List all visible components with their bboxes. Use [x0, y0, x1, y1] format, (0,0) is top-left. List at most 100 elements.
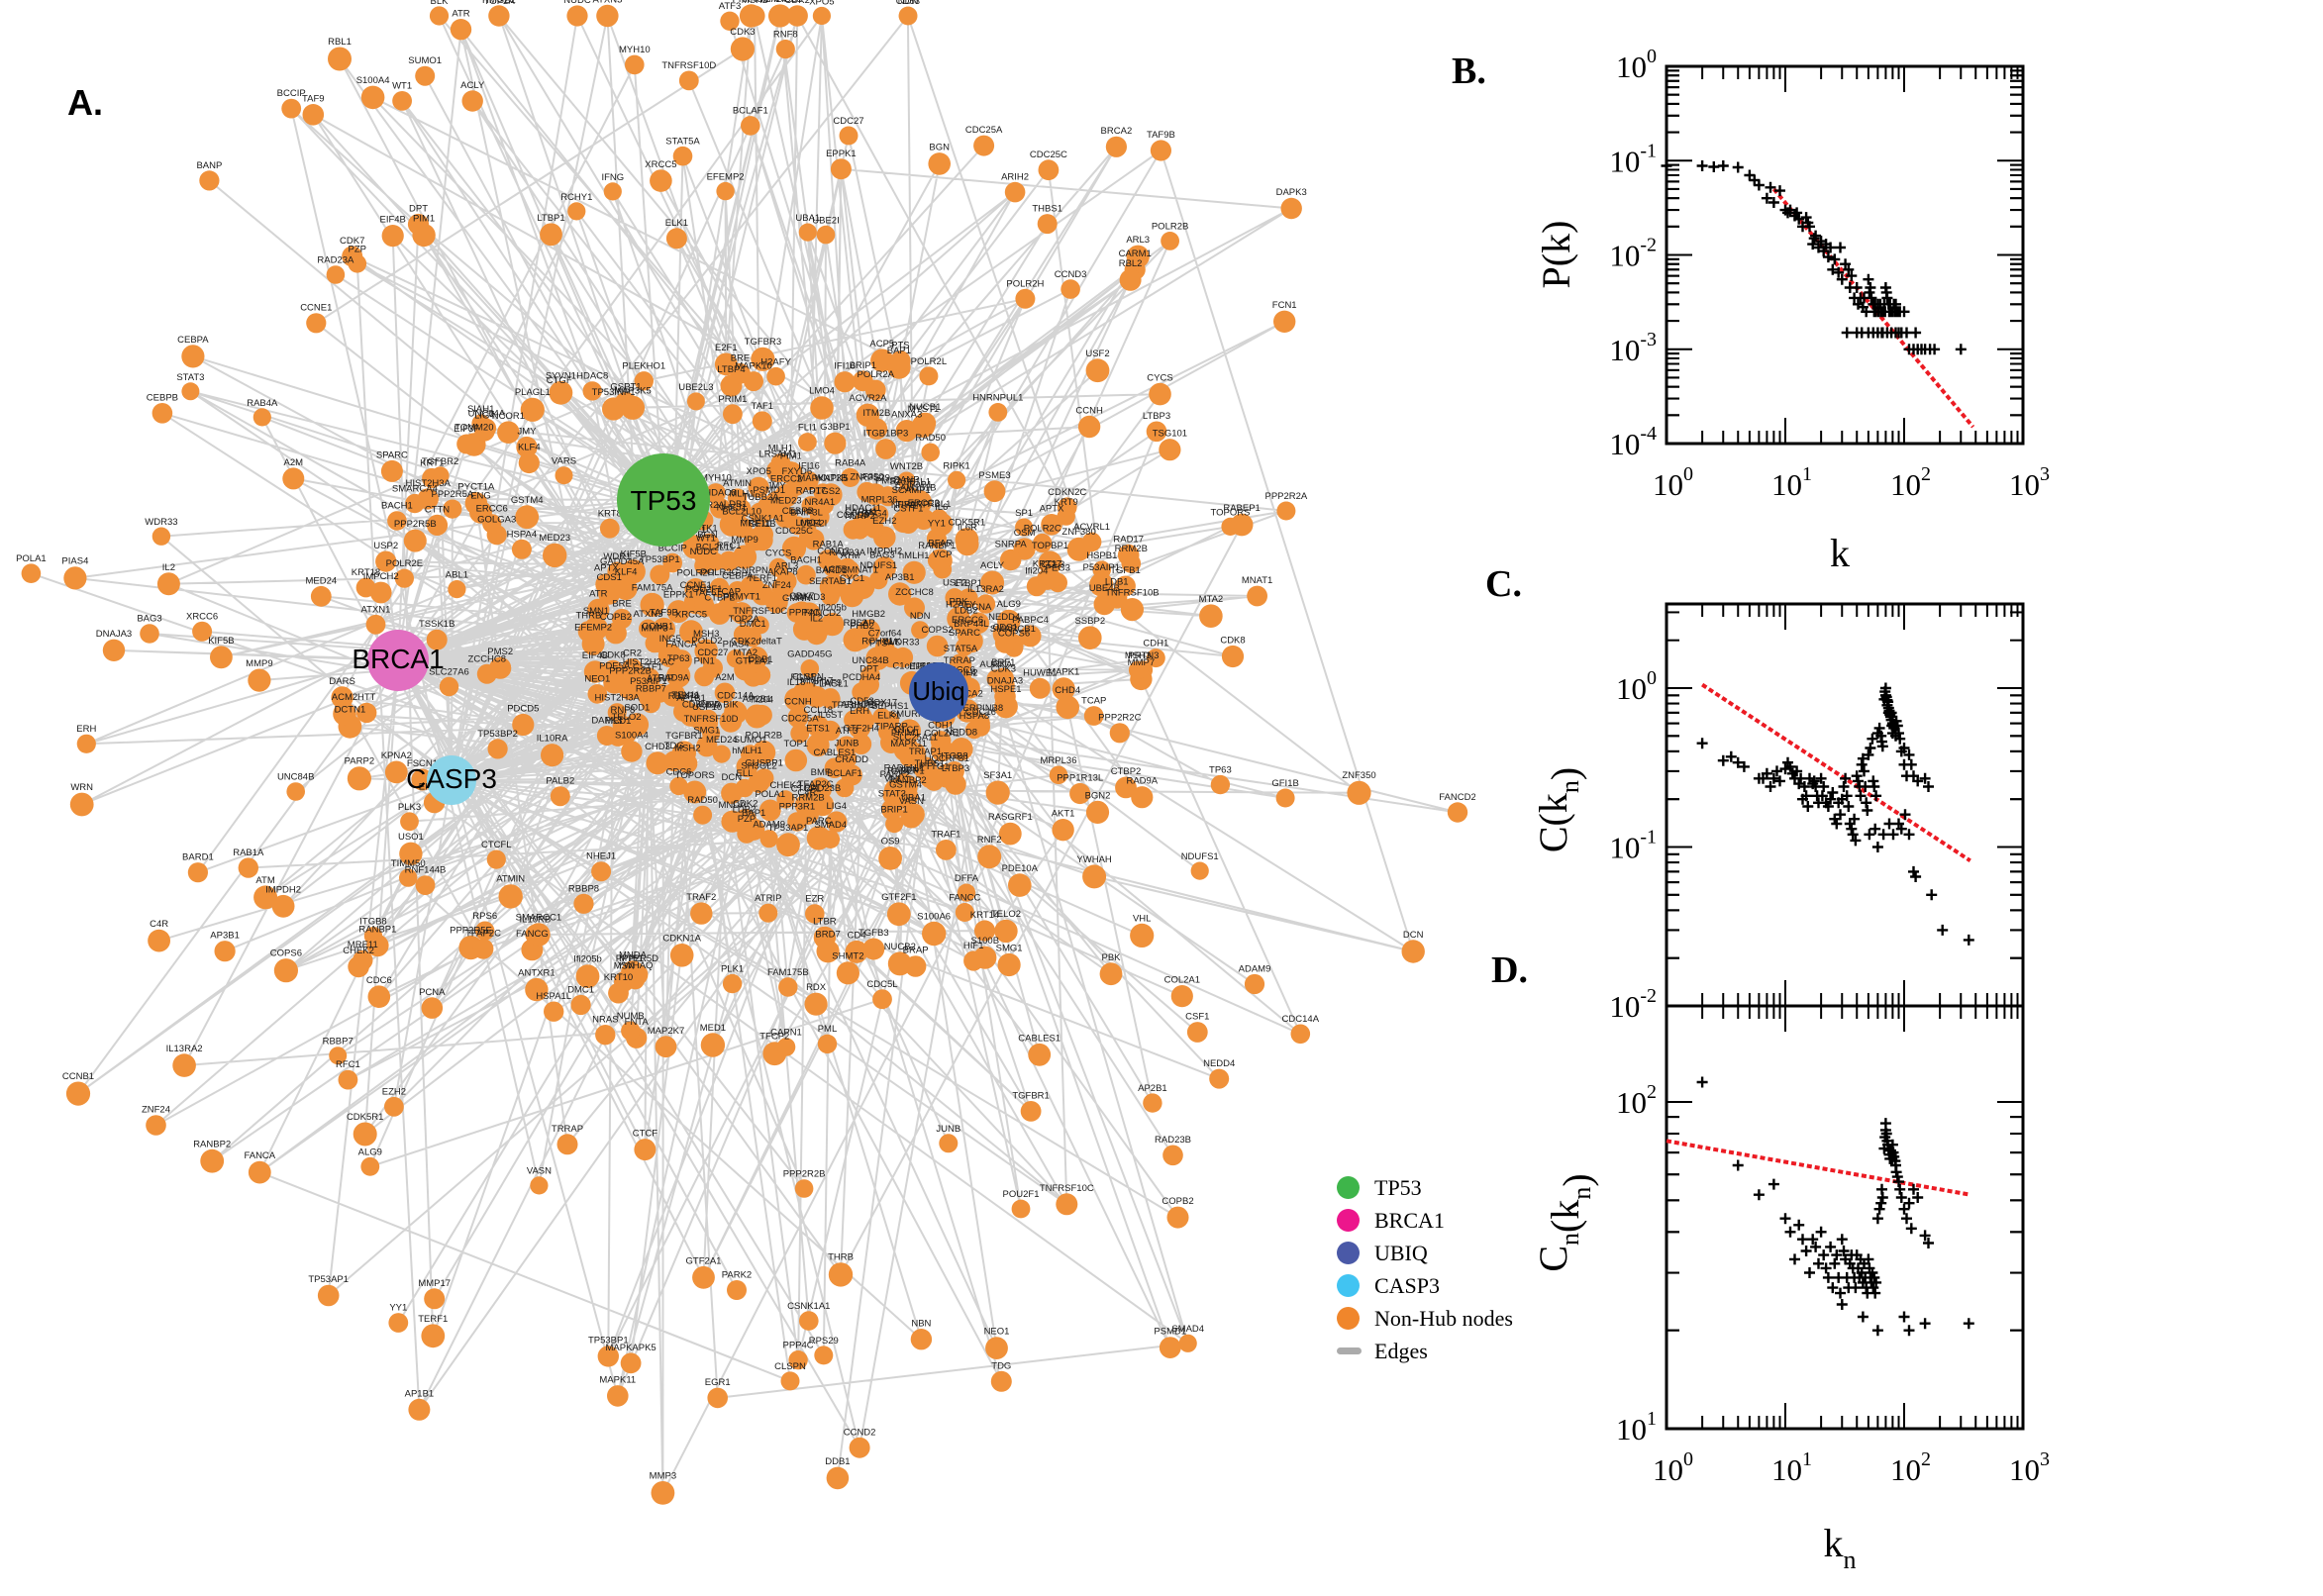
- network-node: [348, 254, 367, 273]
- network-node: [1276, 501, 1296, 521]
- network-node-label: MMP17: [801, 676, 834, 687]
- network-node: [399, 842, 423, 865]
- network-node-label: GADD45G: [787, 649, 832, 660]
- network-node-label: E2F1: [715, 343, 738, 353]
- network-node-label: LDB2: [955, 606, 978, 617]
- network-node: [384, 760, 408, 784]
- plot-frame: [1665, 64, 2025, 446]
- network-node-label: CTBP2: [1111, 766, 1142, 777]
- network-node-label: CARM1: [845, 507, 877, 518]
- network-node: [595, 1025, 616, 1046]
- network-node-label: DPT: [859, 664, 878, 675]
- network-node-label: COL2A1: [924, 728, 960, 739]
- network-node-label: NBN: [899, 765, 919, 776]
- network-node: [360, 1156, 380, 1176]
- network-node: [367, 985, 391, 1008]
- network-node: [758, 799, 781, 822]
- network-node-label: MAPKAPK5: [797, 473, 848, 484]
- network-node-label: ARHGEF7: [841, 700, 885, 711]
- network-node-label: YWHAH: [1076, 854, 1112, 865]
- plot-ticks: [1666, 604, 2023, 1006]
- y-tick-label: 10-1: [1609, 140, 1657, 178]
- scatter-marker-path: [1661, 160, 1967, 355]
- network-node-label: SUMO1: [408, 55, 442, 66]
- network-node: [651, 1481, 675, 1505]
- network-node: [621, 741, 643, 762]
- network-node: [768, 4, 792, 28]
- network-node: [328, 47, 352, 71]
- network-node: [621, 1021, 641, 1041]
- network-node-label: MTA2: [733, 648, 758, 658]
- network-node-label: AP2B1: [743, 694, 772, 705]
- network-hub-layer: TP53 BRCA1 CASP3 Ubiq: [352, 453, 968, 805]
- network-node-label: COX17: [866, 698, 897, 709]
- network-node-label: DPT: [409, 203, 428, 214]
- network-node-label: TK1: [700, 523, 717, 534]
- network-node-label: FAM175B: [767, 967, 809, 978]
- network-node-label: ERH: [76, 724, 96, 735]
- network-node: [596, 726, 617, 746]
- x-axis-label: kn: [1824, 1521, 1857, 1574]
- network-node: [930, 512, 954, 537]
- network-node: [1244, 973, 1265, 995]
- legend-node-swatch: [1337, 1307, 1360, 1330]
- network-node-label: CSF1: [1185, 1012, 1209, 1023]
- network-node: [714, 682, 736, 704]
- network-node-label: MYST1: [908, 404, 940, 415]
- network-node-label: TDG: [991, 1360, 1011, 1371]
- network-node: [306, 313, 327, 334]
- network-node: [730, 602, 754, 625]
- network-node-label: EPPK1: [663, 590, 694, 601]
- network-node-label: BRD7: [815, 930, 840, 941]
- network-node: [826, 811, 848, 833]
- network-node-label: RIPK1: [943, 460, 969, 471]
- network-node-label: TIPARP: [896, 499, 930, 510]
- network-node-label: PZP: [349, 245, 366, 255]
- network-node-label: AP3B1: [885, 572, 915, 583]
- legend-label: Non-Hub nodes: [1374, 1305, 1513, 1331]
- network-node: [864, 519, 884, 539]
- network-node-label: TSSK1B: [419, 619, 454, 630]
- network-node-label: CD4: [847, 930, 865, 941]
- network-node-label: PDE5A: [599, 660, 631, 671]
- network-node-label: POLR2C: [1024, 523, 1061, 534]
- network-node-label: IL10RB: [520, 914, 552, 925]
- network-node-label: USF2: [943, 578, 966, 589]
- network-node: [248, 668, 271, 692]
- network-node-label: FANCA: [665, 640, 697, 650]
- network-node-label: RANBP2: [889, 775, 927, 786]
- network-node-label: HIST2H3A: [405, 478, 451, 489]
- network-node: [408, 1398, 431, 1421]
- network-node-label: MRE11: [348, 940, 378, 950]
- network-node: [776, 1038, 796, 1056]
- network-node: [720, 11, 740, 32]
- network-node-label: CEBPB: [782, 506, 814, 517]
- network-node-label: CDK3: [730, 27, 755, 38]
- network-node: [1056, 695, 1079, 720]
- network-node-label: EZH2: [382, 1086, 406, 1097]
- network-node-label: POLR2H: [676, 567, 714, 578]
- network-node-label: RBL2: [844, 618, 867, 629]
- network-node-label: CABLES1: [814, 748, 857, 758]
- network-node: [1146, 648, 1165, 668]
- network-node: [384, 1096, 404, 1117]
- network-node-label: SMG1: [996, 943, 1023, 953]
- network-node: [1020, 1101, 1042, 1122]
- network-node: [621, 658, 644, 681]
- network-node: [1085, 358, 1110, 383]
- network-node-label: RBBP8: [668, 691, 699, 702]
- network-node-label: WT1: [696, 533, 716, 544]
- network-node-label: PKMYT1: [733, 0, 770, 5]
- network-node: [997, 609, 1021, 634]
- hub-node-ubiq: [909, 662, 968, 722]
- network-node-label: TNFRSF10C: [1040, 1183, 1094, 1194]
- network-node: [852, 682, 871, 702]
- network-node: [973, 946, 997, 969]
- network-node: [740, 575, 764, 600]
- network-node-label: OS9: [881, 837, 900, 848]
- network-node: [752, 411, 772, 432]
- network-node: [199, 170, 220, 191]
- network-node-label: ZNF24: [142, 1105, 170, 1116]
- network-node: [883, 779, 906, 802]
